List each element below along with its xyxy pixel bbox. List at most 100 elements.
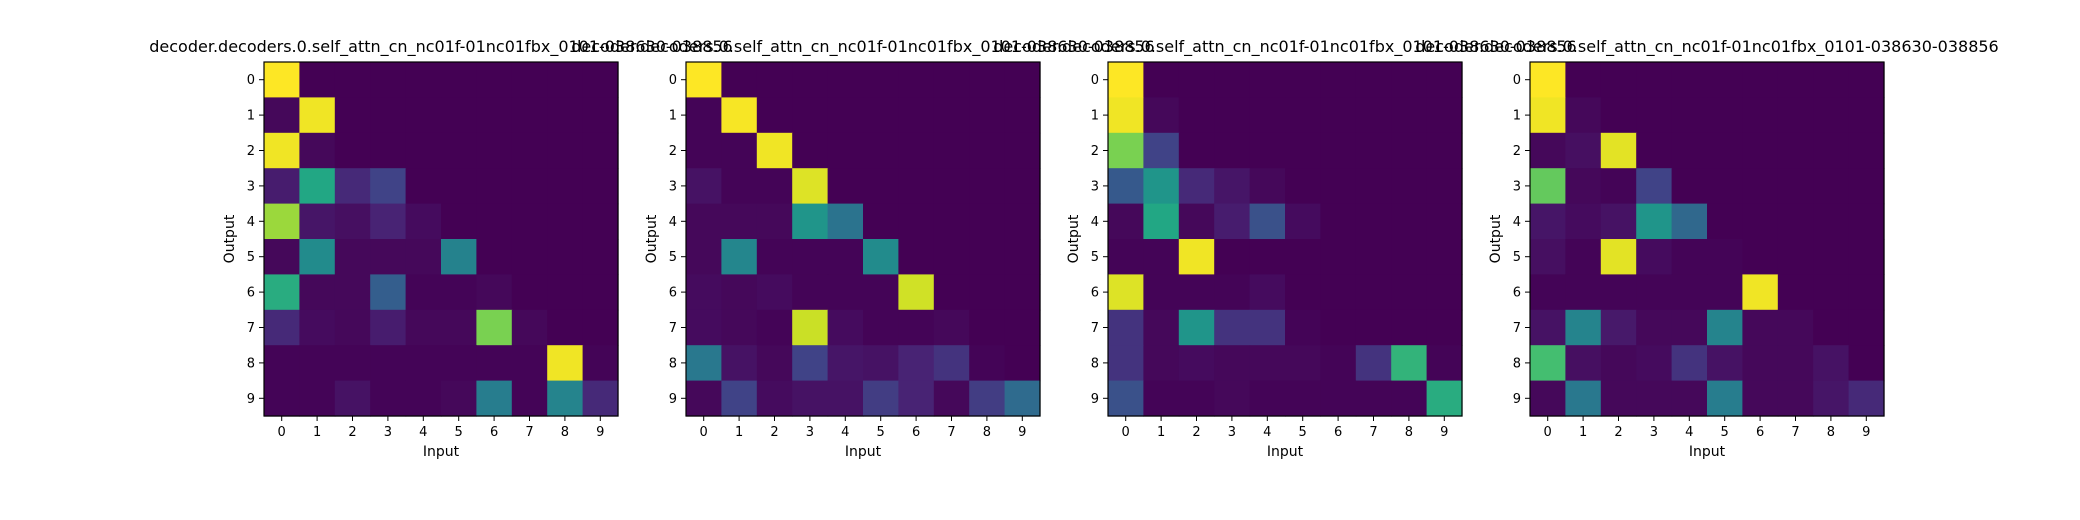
panel-4-cell-r6-c5 — [1707, 274, 1743, 311]
panel-1-x-tick-label: 0 — [278, 425, 286, 440]
panel-1-y-tick-label: 2 — [247, 144, 255, 159]
panel-4-x-tick-label: 1 — [1579, 425, 1587, 440]
panel-4-cell-r9-c7 — [1777, 380, 1814, 417]
panel-2-cell-r3-c1 — [721, 168, 758, 205]
panel-4-cell-r5-c2 — [1600, 239, 1637, 275]
panel-1-y-tick-label: 3 — [247, 179, 255, 194]
panel-1-x-tick-label: 4 — [419, 425, 427, 440]
panel-2-y-tick-label: 0 — [669, 73, 677, 88]
panel-2-y-tick-label: 6 — [669, 286, 677, 301]
panel-1-cell-r2-c7 — [511, 132, 548, 169]
panel-2-cell-r8-c4 — [827, 345, 864, 382]
panel-1-cell-r4-c1 — [299, 203, 336, 240]
panel-2-cell-r2-c6 — [898, 132, 935, 169]
panel-2-cell-r8-c0 — [686, 345, 722, 382]
panel-2-cell-r1-c5 — [863, 97, 899, 134]
panel-4-cell-r0-c5 — [1707, 62, 1743, 98]
panel-4-cell-r3-c3 — [1636, 168, 1673, 205]
panel-4-cell-r0-c8 — [1813, 62, 1850, 98]
panel-4-cell-r6-c8 — [1813, 274, 1850, 311]
panel-3-cell-r8-c0 — [1108, 345, 1144, 382]
panel-2-cell-r2-c3 — [792, 132, 829, 169]
panel-2-cell-r3-c8 — [969, 168, 1006, 205]
panel-4-cell-r2-c8 — [1813, 132, 1850, 169]
panel-1-x-tick-label: 8 — [561, 425, 569, 440]
panel-3-cell-r5-c0 — [1108, 239, 1144, 275]
panel-1-cell-r3-c5 — [441, 168, 477, 205]
panel-3-cell-r5-c1 — [1143, 239, 1180, 275]
panel-4-cell-r2-c9 — [1848, 132, 1885, 169]
panel-2-cell-r1-c2 — [756, 97, 793, 134]
panel-3-cell-r6-c2 — [1178, 274, 1215, 311]
panel-4-cell-r0-c6 — [1742, 62, 1779, 98]
panel-2-x-tick-label: 0 — [700, 425, 708, 440]
panel-1-x-tick-label: 2 — [348, 425, 356, 440]
panel-1-x-tick-label: 1 — [313, 425, 321, 440]
panel-1-cell-r9-c0 — [264, 380, 300, 417]
panel-4-cell-r3-c1 — [1565, 168, 1602, 205]
panel-2-y-tick-label: 1 — [669, 109, 677, 124]
panel-4-cell-r0-c7 — [1777, 62, 1814, 98]
panel-3-cell-r8-c2 — [1178, 345, 1215, 382]
panel-1-cell-r9-c3 — [370, 380, 407, 417]
panel-2-cell-r5-c0 — [686, 239, 722, 275]
panel-2-cell-r4-c6 — [898, 203, 935, 240]
panel-3-cell-r4-c4 — [1249, 203, 1286, 240]
panel-2-y-tick-label: 5 — [669, 250, 677, 265]
panel-2-cell-r5-c6 — [898, 239, 935, 275]
panel-4-cell-r4-c6 — [1742, 203, 1779, 240]
panel-3-cell-r1-c9 — [1426, 97, 1463, 134]
panel-4-cell-r7-c4 — [1671, 309, 1708, 346]
heatmap-panel-4: decoder.decoders.0.self_attn_cn_nc01f-01… — [1415, 37, 1998, 460]
panel-4-cell-r5-c7 — [1777, 239, 1814, 275]
panel-4-x-tick-label: 9 — [1862, 425, 1870, 440]
panel-4-cell-r3-c4 — [1671, 168, 1708, 205]
panel-1-cell-r0-c8 — [547, 62, 584, 98]
panel-1-y-tick-label: 4 — [247, 215, 255, 230]
panel-4-cell-r8-c9 — [1848, 345, 1885, 382]
panel-1-cell-r2-c2 — [334, 132, 371, 169]
panel-2-cell-r4-c5 — [863, 203, 899, 240]
panel-2-cell-r8-c2 — [756, 345, 793, 382]
panel-1-cell-r0-c3 — [370, 62, 407, 98]
panel-2-cell-r2-c9 — [1004, 132, 1041, 169]
panel-1-x-axis-label: Input — [423, 444, 460, 460]
panel-1-cell-r4-c9 — [582, 203, 619, 240]
panel-2-cell-r0-c4 — [827, 62, 864, 98]
panel-3-cell-r1-c4 — [1249, 97, 1286, 134]
panel-2-x-ticks: 0 1 2 3 4 5 6 7 8 9 — [700, 416, 1026, 440]
panel-3-y-tick-label: 8 — [1091, 356, 1099, 371]
panel-2-cell-r3-c3 — [792, 168, 829, 205]
panel-2-cells — [686, 62, 1041, 417]
panel-3-cell-r1-c6 — [1320, 97, 1357, 134]
panel-4-x-tick-label: 3 — [1650, 425, 1658, 440]
panel-4-cell-r3-c8 — [1813, 168, 1850, 205]
panel-3-cell-r2-c7 — [1355, 132, 1392, 169]
panel-2-cell-r5-c9 — [1004, 239, 1041, 275]
panel-2-cell-r7-c6 — [898, 309, 935, 346]
panel-3-y-tick-label: 9 — [1091, 392, 1099, 407]
panel-3-cell-r7-c4 — [1249, 309, 1286, 346]
panel-3-title: decoder.decoders.0.self_attn_cn_nc01f-01… — [993, 37, 1576, 57]
panel-3-cell-r1-c2 — [1178, 97, 1215, 134]
panel-2-cell-r0-c7 — [933, 62, 970, 98]
panel-1-cell-r6-c4 — [405, 274, 442, 311]
panel-4-cell-r1-c6 — [1742, 97, 1779, 134]
panel-1-cell-r8-c7 — [511, 345, 548, 382]
panel-4-cell-r6-c0 — [1530, 274, 1566, 311]
panel-2-cell-r2-c4 — [827, 132, 864, 169]
panel-2-cell-r1-c9 — [1004, 97, 1041, 134]
panel-4-cell-r4-c4 — [1671, 203, 1708, 240]
panel-2-cell-r9-c3 — [792, 380, 829, 417]
panel-4-cell-r5-c0 — [1530, 239, 1566, 275]
panel-2-x-tick-label: 5 — [877, 425, 885, 440]
panel-3-y-ticks: 0 1 2 3 4 5 6 7 8 9 — [1091, 73, 1108, 407]
panel-2-cell-r7-c1 — [721, 309, 758, 346]
panel-2-cell-r2-c0 — [686, 132, 722, 169]
panel-3-cell-r2-c8 — [1391, 132, 1428, 169]
panel-2-y-tick-label: 8 — [669, 356, 677, 371]
panel-2-cell-r6-c7 — [933, 274, 970, 311]
panel-3-cell-r0-c8 — [1391, 62, 1428, 98]
panel-4-cell-r9-c2 — [1600, 380, 1637, 417]
